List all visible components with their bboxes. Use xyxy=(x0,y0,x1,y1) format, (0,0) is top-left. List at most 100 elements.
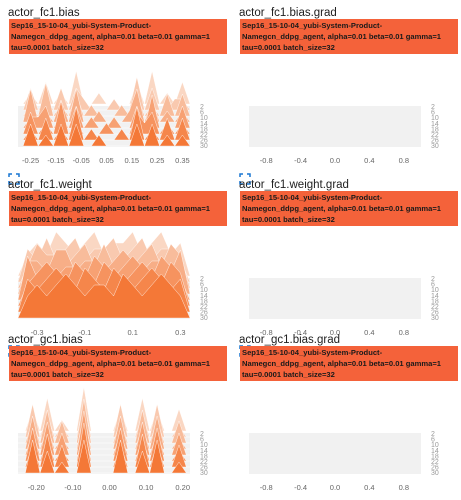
x-tick-label: -0.4 xyxy=(294,483,307,492)
y-tick-label: 22 xyxy=(431,304,439,311)
run-label: Sep16_15-10-04_yubi-System-Product- Name… xyxy=(9,346,227,381)
plot-area xyxy=(249,106,421,147)
x-tick-label: 0.4 xyxy=(364,328,374,337)
y-tick-label: 30 xyxy=(431,315,439,322)
x-tick-label: -0.10 xyxy=(64,483,81,492)
run-label-line: Namegcn_ddpg_agent, alpha=0.01 beta=0.01… xyxy=(11,32,210,41)
x-tick-label: 0.1 xyxy=(127,328,137,337)
y-tick-label: 18 xyxy=(431,453,439,460)
x-tick-label: 0.4 xyxy=(364,483,374,492)
histogram-layer xyxy=(18,422,190,468)
x-tick-label: 0.0 xyxy=(330,156,340,165)
y-tick-label: 2 xyxy=(200,104,204,111)
run-label-line: tau=0.0001 batch_size=32 xyxy=(11,43,104,52)
x-tick-label: -0.4 xyxy=(294,156,307,165)
y-tick-label: 2 xyxy=(200,431,204,438)
y-tick-label: 26 xyxy=(431,465,439,472)
y-tick-label: 10 xyxy=(200,115,208,122)
x-tick-label: 0.35 xyxy=(175,156,190,165)
y-tick-label: 10 xyxy=(200,442,208,449)
y-tick-label: 2 xyxy=(431,104,435,111)
fullscreen-icon[interactable] xyxy=(239,173,251,185)
y-tick-label: 26 xyxy=(200,138,208,145)
y-tick-label: 14 xyxy=(431,121,439,128)
card-title: actor_fc1.weight.grad xyxy=(239,179,349,191)
y-tick-label: 10 xyxy=(431,442,439,449)
plot-area xyxy=(249,278,421,319)
y-tick-label: 30 xyxy=(431,143,439,150)
y-tick-label: 18 xyxy=(200,453,208,460)
x-tick-label: 0.8 xyxy=(399,156,409,165)
y-tick-label: 30 xyxy=(200,143,208,150)
x-tick-label: 0.25 xyxy=(150,156,165,165)
histogram-layer xyxy=(18,386,190,432)
histogram-layer xyxy=(17,273,191,319)
plot-area xyxy=(249,433,421,474)
y-tick-label: 10 xyxy=(200,287,208,294)
y-tick-label: 22 xyxy=(431,459,439,466)
card-title: actor_fc1.weight xyxy=(8,179,92,191)
run-label-line: Namegcn_ddpg_agent, alpha=0.01 beta=0.01… xyxy=(11,359,210,368)
y-tick-label: 2 xyxy=(431,431,435,438)
y-tick-label: 2 xyxy=(200,276,204,283)
run-label: Sep16_15-10-04_yubi-System-Product- Name… xyxy=(240,346,458,381)
y-tick-label: 18 xyxy=(431,126,439,133)
y-tick-label: 26 xyxy=(431,138,439,145)
y-tick-label: 10 xyxy=(431,287,439,294)
y-tick-label: 14 xyxy=(200,293,208,300)
x-tick-label: -0.3 xyxy=(31,328,44,337)
fullscreen-icon[interactable] xyxy=(8,173,20,185)
x-tick-label: 0.0 xyxy=(330,328,340,337)
y-tick-label: 14 xyxy=(431,448,439,455)
histogram-layer xyxy=(22,106,191,141)
y-tick-label: 6 xyxy=(431,110,435,117)
x-tick-label: 0.8 xyxy=(399,328,409,337)
card-title: actor_fc1.bias.grad xyxy=(239,7,337,19)
run-label-line: Sep16_15-10-04_yubi-System-Product- xyxy=(242,348,383,357)
histogram-layer xyxy=(18,439,190,474)
run-label: Sep16_15-10-04_yubi-System-Product- Name… xyxy=(240,19,458,54)
x-tick-label: -0.15 xyxy=(47,156,64,165)
y-tick-label: 6 xyxy=(200,437,204,444)
card-title: actor_fc1.bias xyxy=(8,7,80,19)
run-label-line: Sep16_15-10-04_yubi-System-Product- xyxy=(242,193,383,202)
run-label-line: Sep16_15-10-04_yubi-System-Product- xyxy=(11,348,152,357)
run-label-line: Namegcn_ddpg_agent, alpha=0.01 beta=0.01… xyxy=(242,359,441,368)
run-label: Sep16_15-10-04_yubi-System-Product- Name… xyxy=(240,191,458,226)
y-tick-label: 2 xyxy=(431,276,435,283)
y-tick-label: 10 xyxy=(431,115,439,122)
x-tick-label: 0.0 xyxy=(330,483,340,492)
y-tick-label: 18 xyxy=(431,298,439,305)
run-label-line: Sep16_15-10-04_yubi-System-Product- xyxy=(11,193,152,202)
y-tick-label: 14 xyxy=(200,121,208,128)
x-tick-label: -0.20 xyxy=(28,483,45,492)
y-tick-label: 14 xyxy=(200,448,208,455)
x-tick-label: -0.4 xyxy=(294,328,307,337)
y-tick-label: 26 xyxy=(200,465,208,472)
run-label: Sep16_15-10-04_yubi-System-Product- Name… xyxy=(9,191,227,226)
x-tick-label: -0.05 xyxy=(73,156,90,165)
x-tick-label: 0.3 xyxy=(175,328,185,337)
histogram-layer xyxy=(18,398,190,444)
y-tick-label: 6 xyxy=(200,282,204,289)
run-label-line: tau=0.0001 batch_size=32 xyxy=(242,43,335,52)
y-tick-label: 6 xyxy=(431,282,435,289)
y-tick-label: 18 xyxy=(200,298,208,305)
run-label: Sep16_15-10-04_yubi-System-Product- Name… xyxy=(9,19,227,54)
run-label-line: tau=0.0001 batch_size=32 xyxy=(242,215,335,224)
run-label-line: tau=0.0001 batch_size=32 xyxy=(11,370,104,379)
y-tick-label: 22 xyxy=(200,459,208,466)
y-tick-label: 30 xyxy=(200,470,208,477)
run-label-line: Namegcn_ddpg_agent, alpha=0.01 beta=0.01… xyxy=(242,204,441,213)
run-label-line: Sep16_15-10-04_yubi-System-Product- xyxy=(11,21,152,30)
x-tick-label: 0.20 xyxy=(175,483,190,492)
y-tick-label: 30 xyxy=(200,315,208,322)
y-tick-label: 22 xyxy=(431,132,439,139)
run-label-line: tau=0.0001 batch_size=32 xyxy=(242,370,335,379)
run-label-line: Namegcn_ddpg_agent, alpha=0.01 beta=0.01… xyxy=(11,204,210,213)
x-tick-label: -0.8 xyxy=(260,156,273,165)
x-tick-label: 0.00 xyxy=(102,483,117,492)
